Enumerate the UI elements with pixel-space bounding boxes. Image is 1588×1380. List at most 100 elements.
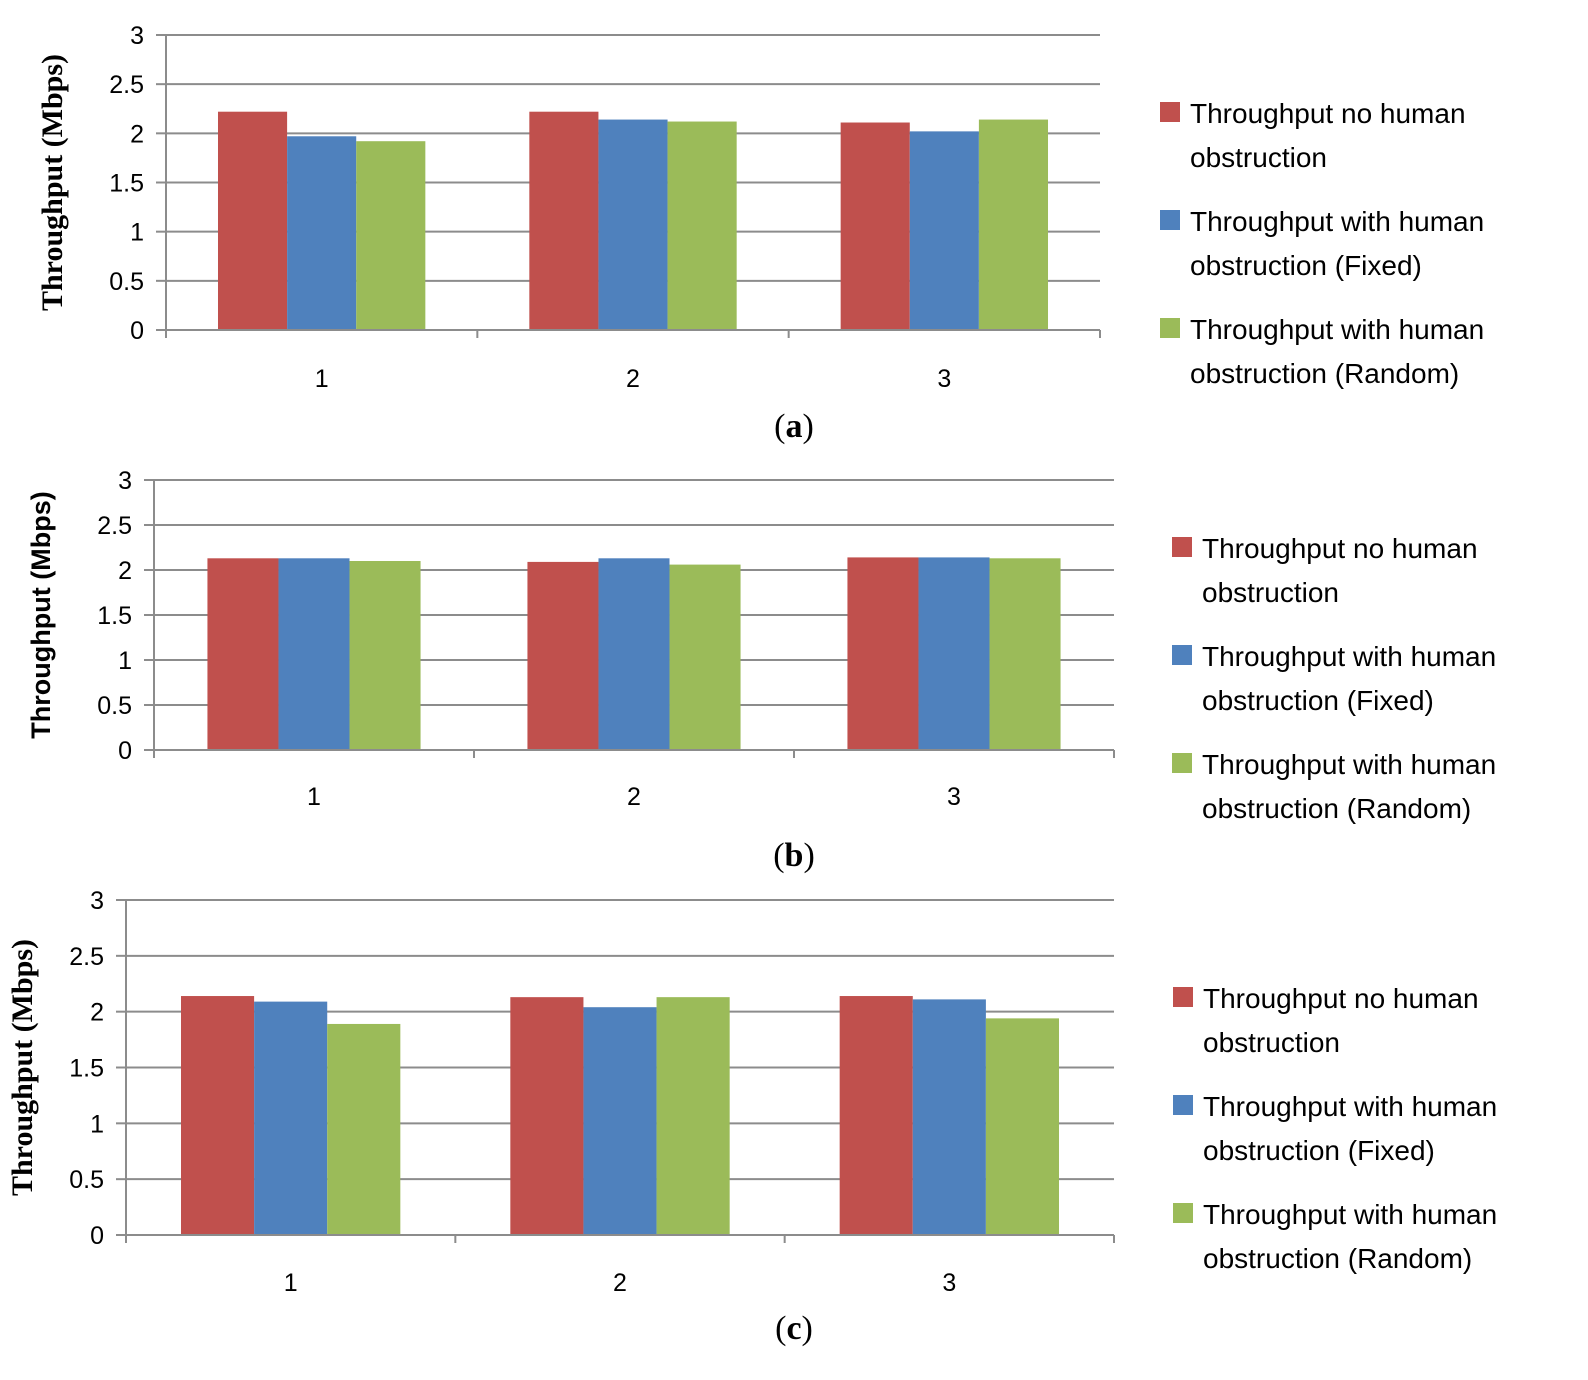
legend-item-no-obstruction: Throughput no human obstruction <box>1160 92 1484 180</box>
x-tick-label: 1 <box>284 1269 298 1297</box>
bar-cat1-series3 <box>356 141 426 330</box>
x-tick-label: 3 <box>942 1269 956 1297</box>
chart-b: 0 0.5 1 1.5 2 2.5 3 1 2 3 Throughput (Mbps) <box>26 467 1115 811</box>
bar-cat2-series1 <box>510 997 584 1235</box>
bar-cat2-series3 <box>656 997 730 1235</box>
bar-cat3-series3 <box>985 1018 1060 1235</box>
bar-cat2-series2 <box>598 558 670 750</box>
x-tick-label: 2 <box>627 783 641 811</box>
legend-label: Throughput with human obstruction (Fixed… <box>1190 206 1485 281</box>
legend-label: Throughput with human obstruction (Rando… <box>1203 1199 1498 1274</box>
bar-cat1-series1 <box>217 111 288 330</box>
y-tick-label: 0 <box>118 737 132 765</box>
bar-cat2-series1 <box>527 561 599 750</box>
bar-cat3-series3 <box>978 119 1049 330</box>
bar-cat1-series3 <box>327 1023 401 1235</box>
legend-swatch-blue <box>1173 1095 1193 1115</box>
y-axis-label: Throughput (Mbps) <box>36 54 69 311</box>
y-tick-label: 2.5 <box>97 512 132 540</box>
y-axis-label: Throughput (Mbps) <box>26 491 56 738</box>
bar-cat1-series2 <box>278 558 350 750</box>
bar-cat2-series1 <box>529 111 599 330</box>
y-tick-label: 0 <box>130 317 144 345</box>
chart-a: 0 0.5 1 1.5 2 2.5 3 1 2 3 Throughput (Mbps) <box>36 22 1101 393</box>
caption-c: (c) <box>775 1310 813 1347</box>
bar-cat3-series2 <box>909 131 979 330</box>
bar-cat3-series1 <box>847 557 919 750</box>
bar-cat2-series2 <box>598 119 668 330</box>
bar-cat1-series2 <box>254 1001 328 1235</box>
legend-swatch-red <box>1172 537 1192 557</box>
legend-swatch-red <box>1160 102 1180 122</box>
legend-b: Throughput no human obstruction Throughp… <box>1172 527 1496 851</box>
legend-swatch-red <box>1173 987 1193 1007</box>
legend-label: Throughput no human obstruction <box>1203 983 1479 1058</box>
legend-label: Throughput with human obstruction (Rando… <box>1202 749 1497 824</box>
y-tick-label: 0 <box>90 1222 104 1250</box>
legend-item-random: Throughput with human obstruction (Rando… <box>1172 743 1496 831</box>
y-tick-label: 0.5 <box>109 268 144 296</box>
legend-swatch-blue <box>1172 645 1192 665</box>
y-tick-label: 1 <box>118 647 132 675</box>
y-tick-label: 2.5 <box>109 71 144 99</box>
y-axis-label: Throughput (Mbps) <box>6 939 39 1196</box>
legend-label: Throughput no human obstruction <box>1190 98 1466 173</box>
panel-a: 0 0.5 1 1.5 2 2.5 3 1 2 3 Throughput (Mbps) Throug… <box>0 0 1588 460</box>
legend-label: Throughput with human obstruction (Fixed… <box>1203 1091 1498 1166</box>
y-tick-label: 2.5 <box>69 943 104 971</box>
bar-cat3-series2 <box>918 557 990 750</box>
y-tick-label: 1.5 <box>109 170 144 198</box>
x-tick-label: 2 <box>626 365 640 393</box>
x-tick-label: 1 <box>307 783 321 811</box>
bar-cat2-series3 <box>669 564 741 750</box>
legend-c: Throughput no human obstruction Throughp… <box>1173 977 1497 1301</box>
bar-cat1-series1 <box>207 558 279 750</box>
bar-cat3-series1 <box>840 122 910 331</box>
y-tick-label: 3 <box>90 887 104 915</box>
y-tick-label: 3 <box>130 22 144 50</box>
legend-a: Throughput no human obstruction Throughp… <box>1160 92 1484 416</box>
bar-cat1-series1 <box>180 996 255 1235</box>
y-tick-label: 2 <box>118 557 132 585</box>
legend-item-fixed: Throughput with human obstruction (Fixed… <box>1160 200 1484 288</box>
legend-swatch-green <box>1160 318 1180 338</box>
bar-cat3-series3 <box>989 558 1061 750</box>
legend-item-no-obstruction: Throughput no human obstruction <box>1173 977 1497 1065</box>
x-tick-label: 3 <box>937 365 951 393</box>
bar-cat3-series1 <box>839 996 913 1235</box>
legend-label: Throughput with human obstruction (Rando… <box>1190 314 1485 389</box>
legend-swatch-green <box>1173 1203 1193 1223</box>
legend-swatch-green <box>1172 753 1192 773</box>
bar-cat1-series3 <box>349 561 421 750</box>
panel-b: 0 0.5 1 1.5 2 2.5 3 1 2 3 Throughput (Mbps) Throug… <box>0 455 1588 895</box>
y-tick-label: 0.5 <box>97 692 132 720</box>
caption-a: (a) <box>774 408 814 445</box>
y-tick-label: 1 <box>130 219 144 247</box>
legend-swatch-blue <box>1160 210 1180 230</box>
legend-item-fixed: Throughput with human obstruction (Fixed… <box>1172 635 1496 723</box>
bar-cat3-series2 <box>912 999 986 1235</box>
legend-label: Throughput with human obstruction (Fixed… <box>1202 641 1497 716</box>
caption-label: a <box>785 408 803 445</box>
x-tick-label: 1 <box>315 365 329 393</box>
x-tick-label: 3 <box>947 783 961 811</box>
legend-item-fixed: Throughput with human obstruction (Fixed… <box>1173 1085 1497 1173</box>
legend-item-random: Throughput with human obstruction (Rando… <box>1160 308 1484 396</box>
bar-cat2-series2 <box>583 1007 657 1235</box>
bar-cat1-series2 <box>287 136 357 330</box>
caption-label: c <box>786 1310 802 1347</box>
legend-item-random: Throughput with human obstruction (Rando… <box>1173 1193 1497 1281</box>
y-tick-label: 0.5 <box>69 1166 104 1194</box>
y-tick-label: 1 <box>90 1110 104 1138</box>
y-tick-label: 1.5 <box>97 602 132 630</box>
y-tick-label: 2 <box>130 120 144 148</box>
y-tick-label: 2 <box>90 999 104 1027</box>
chart-c: 0 0.5 1 1.5 2 2.5 3 1 2 3 Throughput (Mbps) <box>6 887 1115 1297</box>
panel-c: 0 0.5 1 1.5 2 2.5 3 1 2 3 Throughput (Mbps) Throug… <box>0 880 1588 1380</box>
legend-label: Throughput no human obstruction <box>1202 533 1478 608</box>
y-tick-label: 1.5 <box>69 1055 104 1083</box>
caption-b: (b) <box>773 837 815 874</box>
bar-cat2-series3 <box>667 121 737 331</box>
y-tick-label: 3 <box>118 467 132 495</box>
